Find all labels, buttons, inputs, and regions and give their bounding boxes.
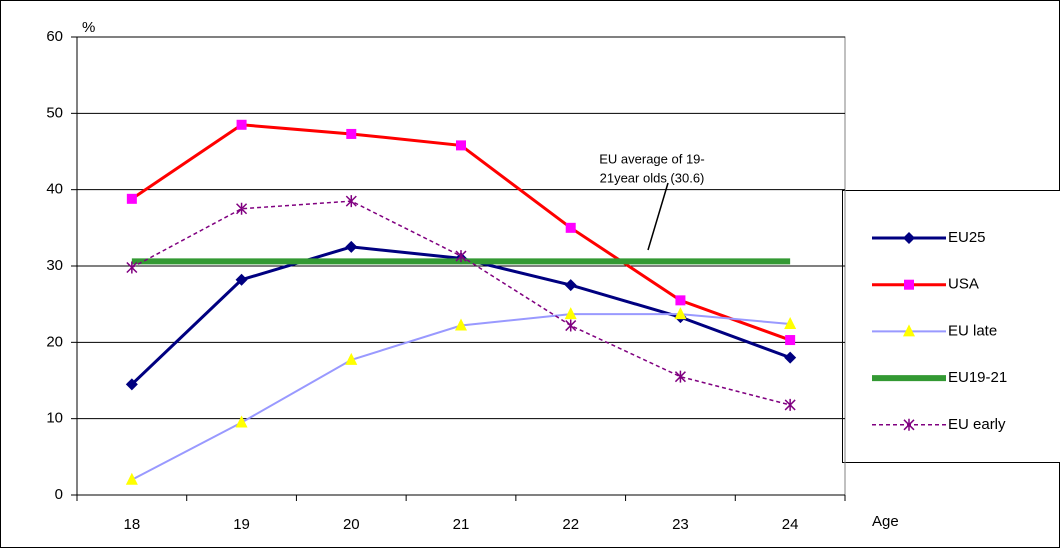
legend-label: EU25 — [948, 229, 986, 246]
legend-marker — [903, 232, 915, 244]
legend-label: USA — [948, 276, 979, 293]
data-point — [345, 352, 358, 365]
data-point — [346, 128, 357, 139]
data-point — [784, 317, 797, 330]
data-point — [455, 318, 467, 331]
legend-label: EU late — [948, 322, 997, 339]
y-tick-label: 10 — [46, 410, 63, 427]
data-point — [345, 240, 358, 253]
y-axis-label: % — [82, 19, 95, 36]
data-point — [235, 415, 248, 428]
legend-label: EU19-21 — [948, 369, 1007, 386]
x-tick-label: 18 — [124, 516, 141, 533]
y-tick-label: 40 — [46, 181, 63, 198]
data-point — [564, 279, 577, 292]
annotation: EU average of 19- — [599, 151, 705, 166]
data-point — [125, 472, 138, 485]
annotation-pointer — [647, 182, 669, 251]
x-axis-label: Age — [872, 513, 899, 530]
data-point — [456, 140, 466, 151]
y-tick-label: 30 — [46, 257, 63, 274]
x-tick-label: 19 — [233, 516, 250, 533]
data-point — [564, 307, 577, 320]
y-tick-label: 50 — [46, 104, 63, 121]
data-point — [345, 195, 357, 208]
data-point — [784, 351, 797, 364]
data-point — [455, 250, 467, 263]
data-point — [235, 273, 248, 286]
x-tick-label: 22 — [562, 516, 579, 533]
data-point — [675, 295, 686, 306]
x-tick-label: 24 — [782, 516, 799, 533]
x-tick-label: 20 — [343, 516, 360, 533]
data-point — [674, 370, 686, 383]
annotation: 21year olds (30.6) — [600, 170, 705, 185]
data-point — [785, 335, 796, 346]
y-tick-label: 20 — [46, 333, 63, 350]
legend-marker — [904, 279, 914, 290]
legend — [842, 190, 1060, 463]
data-point — [236, 119, 247, 130]
x-tick-label: 23 — [672, 516, 689, 533]
legend-label: EU early — [948, 416, 1006, 433]
legend-marker — [903, 418, 915, 431]
data-point — [125, 378, 138, 391]
legend-marker — [903, 324, 915, 337]
data-point — [126, 193, 137, 204]
data-point — [565, 319, 577, 332]
data-point — [126, 261, 138, 274]
data-point — [236, 202, 248, 215]
y-tick-label: 60 — [46, 28, 63, 45]
x-tick-label: 21 — [453, 516, 470, 533]
data-point — [674, 307, 687, 320]
data-point — [784, 398, 796, 411]
y-tick-label: 0 — [55, 486, 63, 503]
data-point — [565, 222, 576, 233]
